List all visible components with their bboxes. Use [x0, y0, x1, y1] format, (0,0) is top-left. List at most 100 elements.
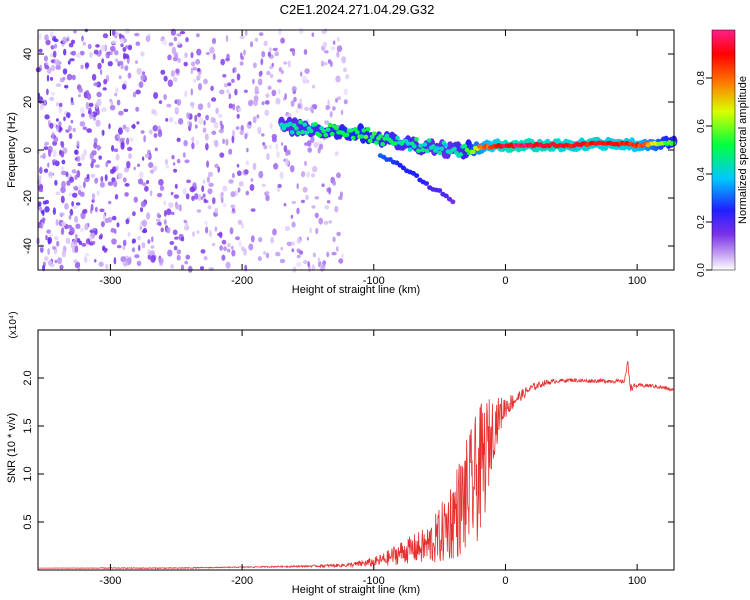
noise-blob: [124, 167, 130, 173]
noise-blob: [274, 51, 280, 57]
main-trace-point: [384, 133, 390, 138]
main-trace-point: [289, 130, 295, 135]
noise-blob: [85, 90, 90, 96]
noise-blob: [119, 137, 126, 142]
noise-blob: [265, 194, 270, 202]
noise-blob: [246, 147, 249, 153]
main-trace-point: [300, 129, 306, 135]
noise-blob: [145, 35, 151, 42]
noise-blob: [248, 121, 252, 126]
noise-blob: [80, 212, 86, 220]
main-trace-point: [411, 144, 417, 149]
noise-blob: [261, 183, 266, 187]
noise-blob: [299, 71, 303, 77]
noise-blob: [293, 96, 297, 103]
noise-blob: [132, 123, 136, 130]
noise-blob: [114, 228, 117, 234]
noise-blob: [191, 136, 195, 143]
noise-blob: [132, 238, 137, 244]
snr-x-label: Height of straight line (km): [292, 584, 420, 596]
noise-blob: [72, 127, 76, 132]
noise-blob: [276, 151, 280, 158]
noise-blob: [240, 223, 245, 229]
noise-blob: [228, 179, 234, 184]
main-trace-point: [435, 146, 440, 151]
noise-blob: [93, 142, 98, 149]
noise-blob: [95, 164, 100, 168]
noise-blob: [317, 257, 321, 263]
y-tick-label: 2.0: [22, 370, 34, 385]
noise-blob: [38, 48, 43, 53]
noise-blob: [132, 91, 137, 98]
noise-blob: [184, 159, 190, 164]
noise-blob: [156, 192, 163, 198]
noise-blob: [163, 75, 168, 82]
noise-blob: [127, 146, 133, 152]
noise-blob: [241, 246, 245, 251]
noise-blob: [211, 37, 217, 45]
noise-blob: [98, 261, 104, 267]
main-trace-point: [329, 131, 335, 137]
noise-blob: [295, 108, 299, 114]
noise-blob: [323, 220, 329, 225]
noise-blob: [168, 42, 174, 47]
noise-blob: [47, 162, 50, 168]
noise-blob: [39, 166, 43, 174]
noise-blob: [46, 229, 51, 234]
snr-frame: [37, 329, 675, 571]
x-tick-label: 0: [502, 275, 508, 287]
noise-blob: [117, 172, 123, 180]
noise-blob: [202, 179, 206, 184]
noise-blob: [122, 47, 127, 52]
noise-blob: [234, 88, 238, 96]
noise-blob: [253, 99, 258, 107]
noise-blob: [196, 230, 200, 234]
noise-blob: [326, 105, 331, 110]
noise-blob: [258, 237, 263, 243]
noise-blob: [77, 189, 82, 196]
noise-blob: [174, 236, 179, 240]
noise-blob: [63, 116, 66, 122]
noise-blob: [322, 260, 327, 265]
noise-blob: [68, 132, 73, 140]
noise-blob: [44, 199, 50, 205]
noise-blob: [211, 130, 217, 135]
noise-blob: [202, 193, 206, 198]
noise-blob: [330, 46, 336, 51]
noise-blob: [56, 102, 59, 107]
noise-blob: [311, 264, 315, 271]
noise-blob: [238, 108, 242, 112]
noise-blob: [175, 68, 180, 74]
noise-blob: [219, 89, 225, 95]
noise-blob: [226, 89, 230, 94]
noise-blob: [48, 149, 52, 157]
noise-blob: [229, 227, 234, 235]
noise-blob: [66, 112, 71, 119]
noise-blob: [141, 182, 147, 187]
noise-blob: [97, 62, 102, 70]
noise-blob: [153, 133, 158, 138]
noise-blob: [336, 231, 341, 237]
noise-blob: [49, 96, 55, 102]
noise-blob: [54, 43, 58, 49]
noise-blob: [111, 238, 117, 245]
noise-blob: [61, 221, 67, 226]
noise-blob: [141, 219, 148, 227]
noise-blob: [141, 156, 145, 161]
noise-blob: [212, 197, 216, 205]
secondary-trace-point: [450, 199, 456, 205]
secondary-trace-point: [443, 193, 449, 199]
noise-blob: [302, 79, 308, 84]
noise-blob: [197, 103, 204, 111]
noise-blob: [170, 211, 175, 216]
noise-blob: [139, 171, 144, 179]
noise-blob: [271, 89, 277, 97]
noise-blob: [244, 29, 248, 36]
noise-blob: [94, 177, 98, 184]
noise-blob: [279, 258, 286, 264]
noise-blob: [54, 160, 60, 167]
noise-blob: [44, 64, 50, 70]
main-trace-point: [452, 146, 457, 152]
noise-blob: [298, 28, 304, 35]
main-trace-point: [287, 121, 293, 127]
